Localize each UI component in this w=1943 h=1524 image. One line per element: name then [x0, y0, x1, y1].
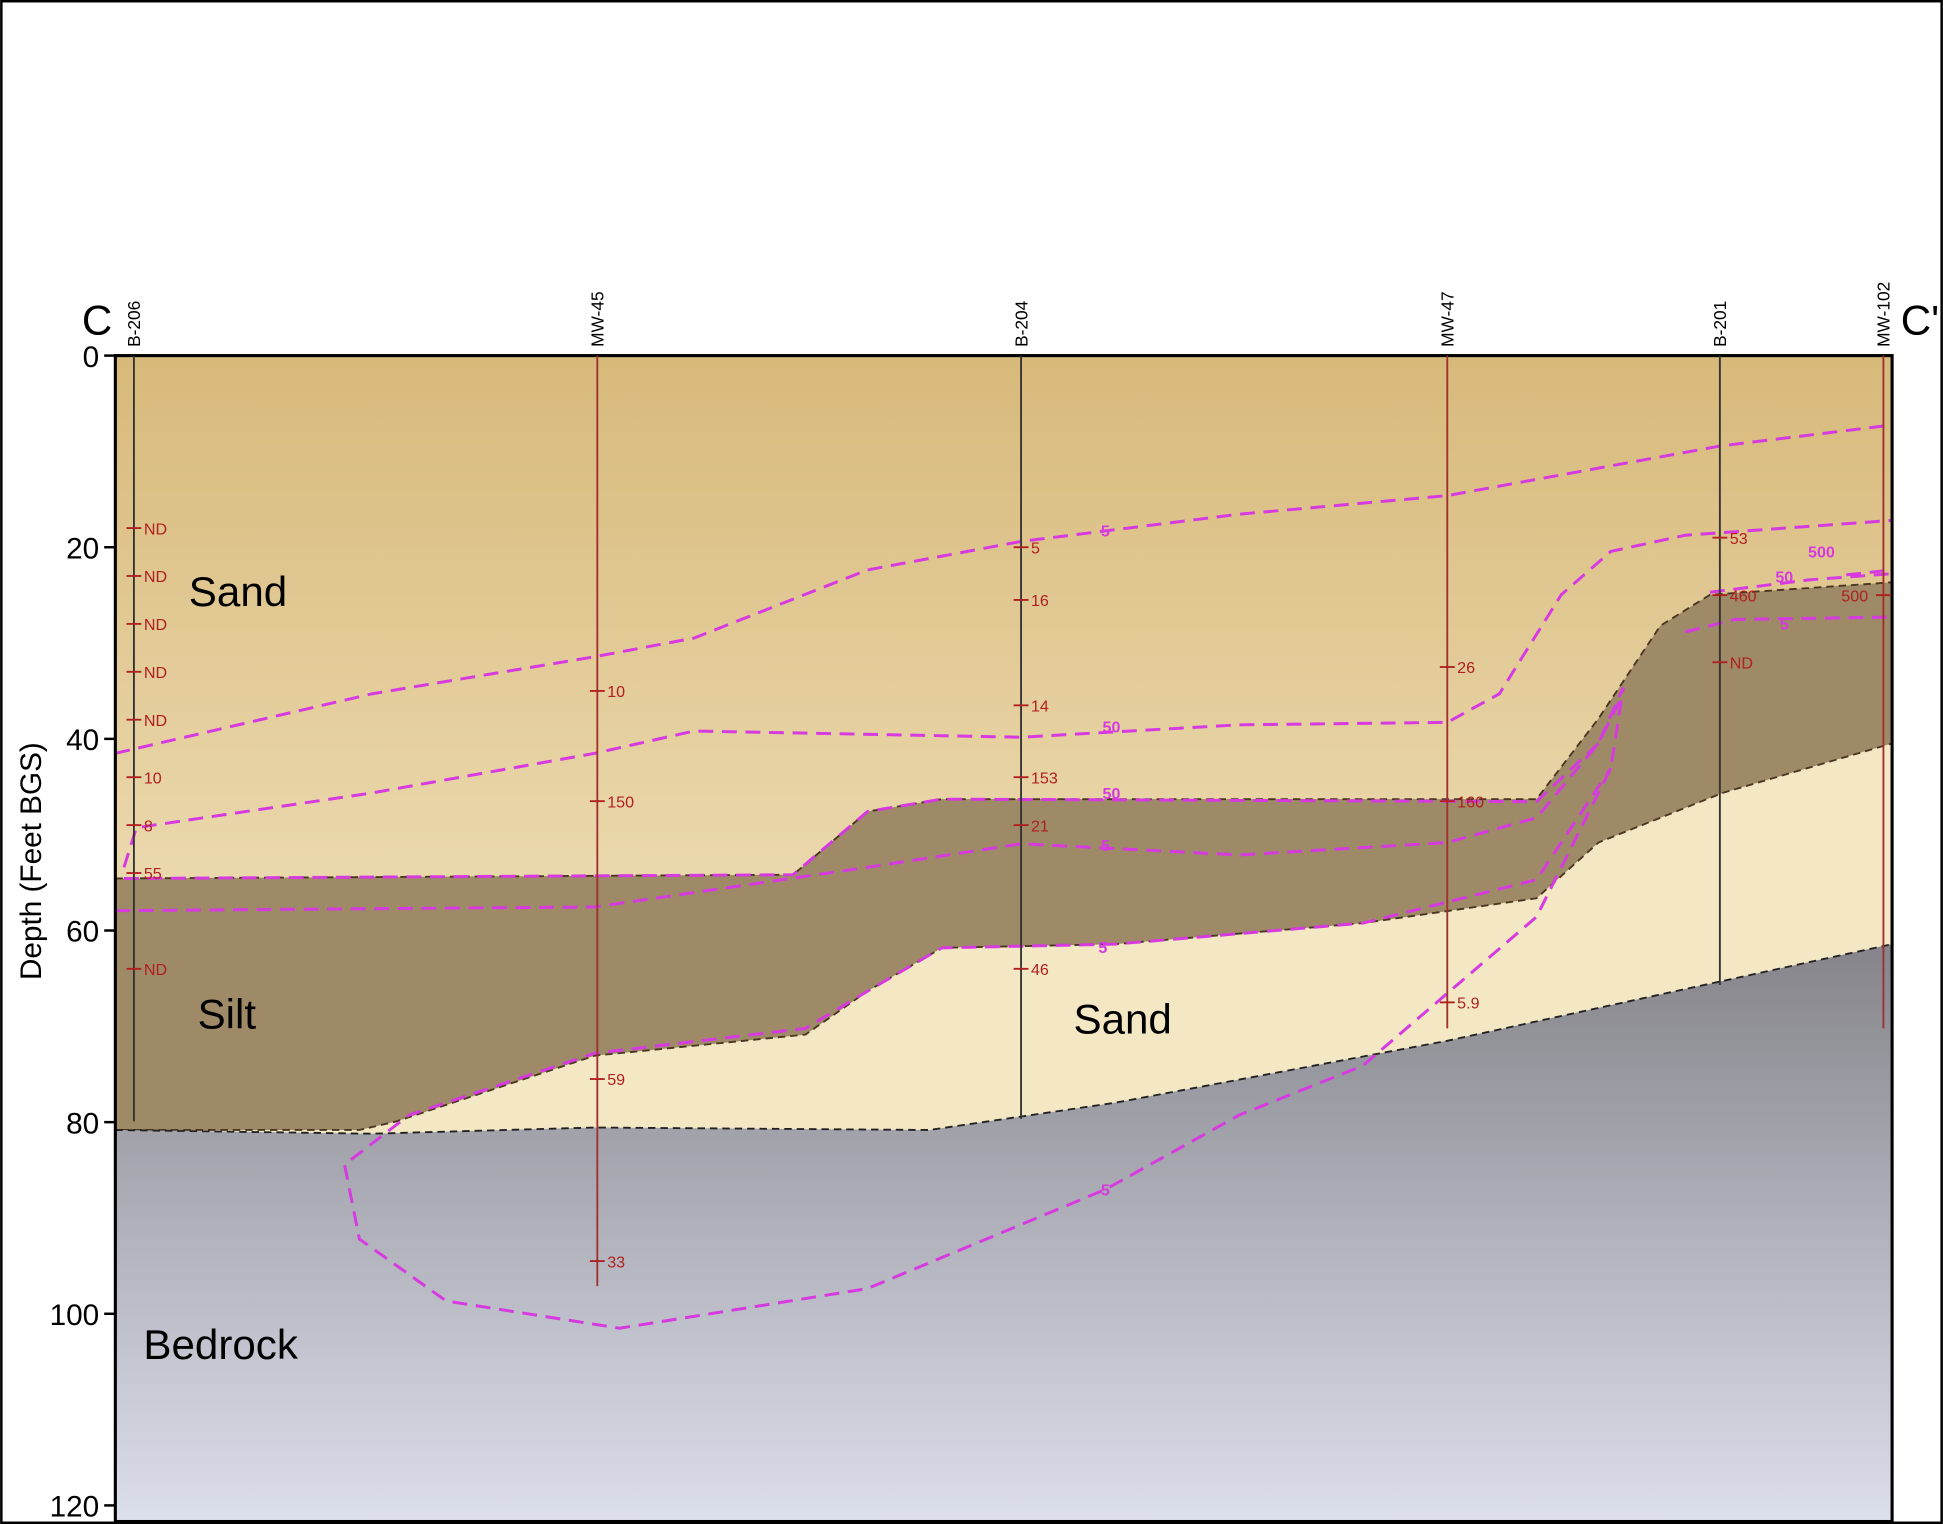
- lower-sand: [115, 743, 1893, 1134]
- sample-label: 150: [607, 793, 634, 811]
- contours: [114, 423, 1893, 1330]
- well-name: B-206: [124, 301, 144, 347]
- contour-label: 5: [1098, 939, 1107, 957]
- contour: [122, 518, 1893, 868]
- sample-label: 5: [1031, 539, 1040, 557]
- contour: [1709, 572, 1893, 594]
- well-name: B-201: [1710, 301, 1730, 347]
- sample-label: 53: [1730, 530, 1748, 548]
- y-tick-label: 100: [50, 1299, 100, 1332]
- y-tick-label: 40: [66, 724, 99, 757]
- y-tick-label: 60: [66, 916, 99, 949]
- sample-label: 500: [1841, 587, 1868, 605]
- contour: [115, 687, 1625, 1330]
- sample-label: 16: [1031, 592, 1049, 610]
- sample-label: ND: [144, 568, 167, 586]
- sample-label: 8: [144, 817, 153, 835]
- sample-label: 21: [1031, 817, 1049, 835]
- sample-label: 5.9: [1457, 995, 1479, 1013]
- silt: [114, 581, 1894, 1131]
- sample-label: ND: [144, 712, 167, 730]
- layer-label: Sand: [189, 568, 287, 615]
- sample-label: 55: [144, 865, 162, 883]
- well-name: MW-45: [588, 291, 608, 347]
- well-name: B-204: [1011, 300, 1031, 347]
- sample-label: ND: [144, 616, 167, 634]
- y-tick-label: 0: [83, 341, 100, 374]
- sample-label: 26: [1457, 659, 1475, 677]
- sample-label: 160: [1457, 793, 1484, 811]
- sample-label: 14: [1031, 698, 1049, 716]
- well-name: MW-47: [1437, 291, 1457, 347]
- y-tick-label: 80: [66, 1107, 99, 1140]
- contour: [114, 423, 1893, 755]
- sample-label: 460: [1730, 587, 1757, 605]
- contour-label: 50: [1103, 718, 1121, 736]
- y-axis-label: Depth (Feet BGS): [15, 742, 48, 980]
- contour-label: 5: [1101, 1182, 1110, 1200]
- sample-label: ND: [144, 520, 167, 538]
- contour: [1846, 568, 1893, 577]
- section-end: C': [1901, 297, 1939, 344]
- sample-label: 46: [1031, 961, 1049, 979]
- layer-label: Bedrock: [143, 1321, 298, 1368]
- layer-label: Silt: [198, 990, 257, 1037]
- contour-label: 50: [1775, 568, 1793, 586]
- sample-label: 153: [1031, 769, 1058, 787]
- sample-label: 10: [607, 683, 625, 701]
- y-tick-label: 20: [66, 532, 99, 565]
- contour-label: 5: [1101, 522, 1110, 540]
- contour-label: 5: [1780, 615, 1789, 633]
- section-start: C: [82, 297, 112, 344]
- contour: [1684, 615, 1893, 634]
- sample-label: ND: [1730, 654, 1753, 672]
- sample-label: ND: [144, 961, 167, 979]
- y-tick-label: 120: [50, 1491, 100, 1524]
- contour-label: 5: [1101, 837, 1110, 855]
- layer-label: Sand: [1073, 995, 1171, 1042]
- contour-label: 500: [1808, 544, 1835, 562]
- sample-label: 33: [607, 1253, 625, 1271]
- well-name: MW-102: [1874, 282, 1894, 347]
- contour-label: 50: [1103, 785, 1121, 803]
- sample-label: ND: [144, 664, 167, 682]
- sample-label: 10: [144, 769, 162, 787]
- contour: [123, 693, 1625, 880]
- plot-frame: [113, 354, 1894, 1524]
- sample-label: 59: [607, 1071, 625, 1089]
